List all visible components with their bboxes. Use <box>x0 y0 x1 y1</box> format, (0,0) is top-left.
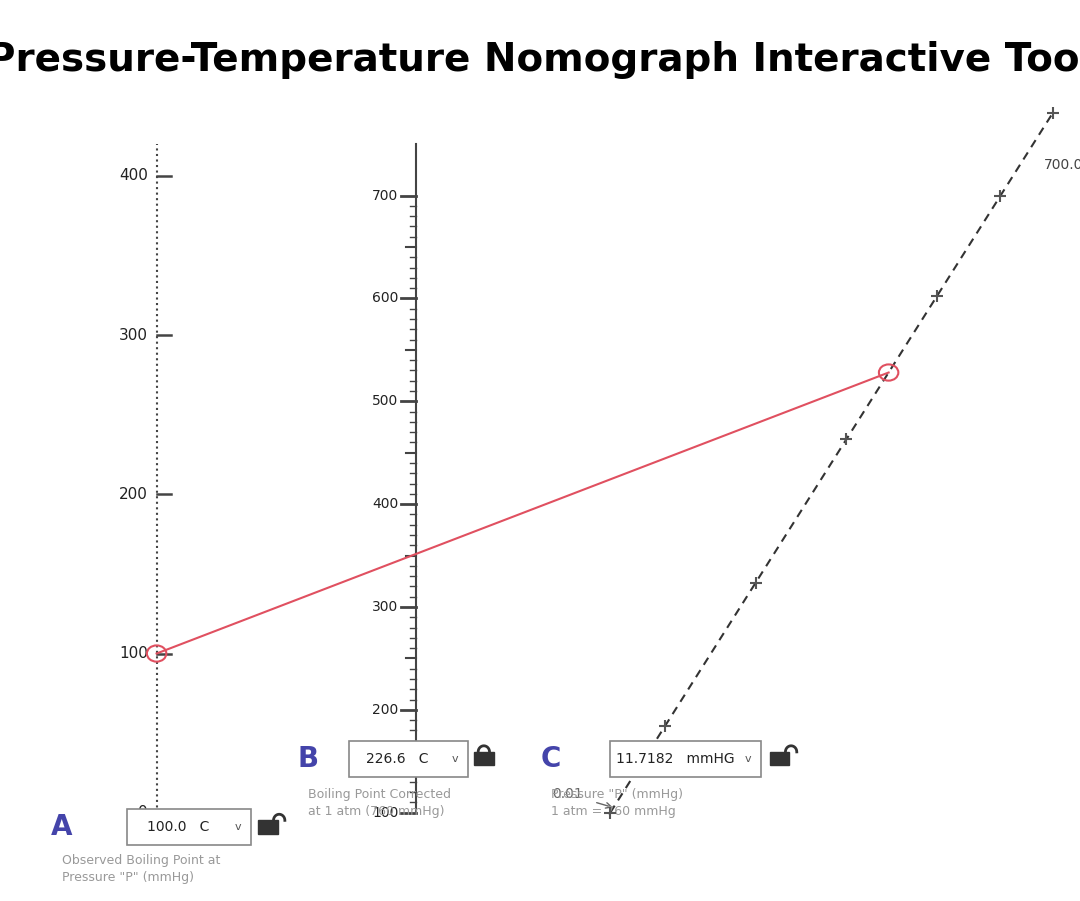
FancyBboxPatch shape <box>610 741 761 777</box>
Text: 100: 100 <box>373 805 399 820</box>
Text: 100.0   C: 100.0 C <box>147 820 210 834</box>
Text: Pressure-Temperature Nomograph Interactive Tool: Pressure-Temperature Nomograph Interacti… <box>0 41 1080 78</box>
Text: 500: 500 <box>373 395 399 408</box>
Text: 400: 400 <box>119 168 148 184</box>
FancyBboxPatch shape <box>349 741 468 777</box>
Text: Observed Boiling Point at: Observed Boiling Point at <box>62 854 220 867</box>
Text: 226.6   C: 226.6 C <box>366 751 429 766</box>
Text: 300: 300 <box>119 328 148 342</box>
Text: 600: 600 <box>373 291 399 305</box>
Text: A: A <box>51 813 72 842</box>
Text: Boiling Point Corrected: Boiling Point Corrected <box>308 788 450 801</box>
Text: 11.7182   mmHG: 11.7182 mmHG <box>616 751 734 766</box>
Text: C: C <box>541 744 561 773</box>
Text: v: v <box>234 822 242 833</box>
FancyBboxPatch shape <box>258 820 278 834</box>
Text: Pressure "P" (mmHg): Pressure "P" (mmHg) <box>62 871 193 884</box>
FancyBboxPatch shape <box>474 751 494 766</box>
Text: 700.00: 700.00 <box>1044 159 1080 172</box>
FancyBboxPatch shape <box>770 751 789 766</box>
Text: v: v <box>451 753 458 764</box>
Text: 300: 300 <box>373 600 399 614</box>
Text: 100: 100 <box>119 646 148 661</box>
Text: 0: 0 <box>138 805 148 820</box>
FancyBboxPatch shape <box>127 809 251 845</box>
Text: Pressure "P" (mmHg): Pressure "P" (mmHg) <box>551 788 683 801</box>
Text: v: v <box>745 753 752 764</box>
Text: 200: 200 <box>119 487 148 502</box>
Text: 400: 400 <box>373 497 399 511</box>
Text: 700: 700 <box>373 188 399 203</box>
Text: 200: 200 <box>373 703 399 717</box>
Text: 0.01: 0.01 <box>553 787 583 801</box>
Text: at 1 atm (760 mmHg): at 1 atm (760 mmHg) <box>308 805 444 818</box>
Text: 1 atm = 760 mmHg: 1 atm = 760 mmHg <box>551 805 676 818</box>
Text: B: B <box>297 744 319 773</box>
